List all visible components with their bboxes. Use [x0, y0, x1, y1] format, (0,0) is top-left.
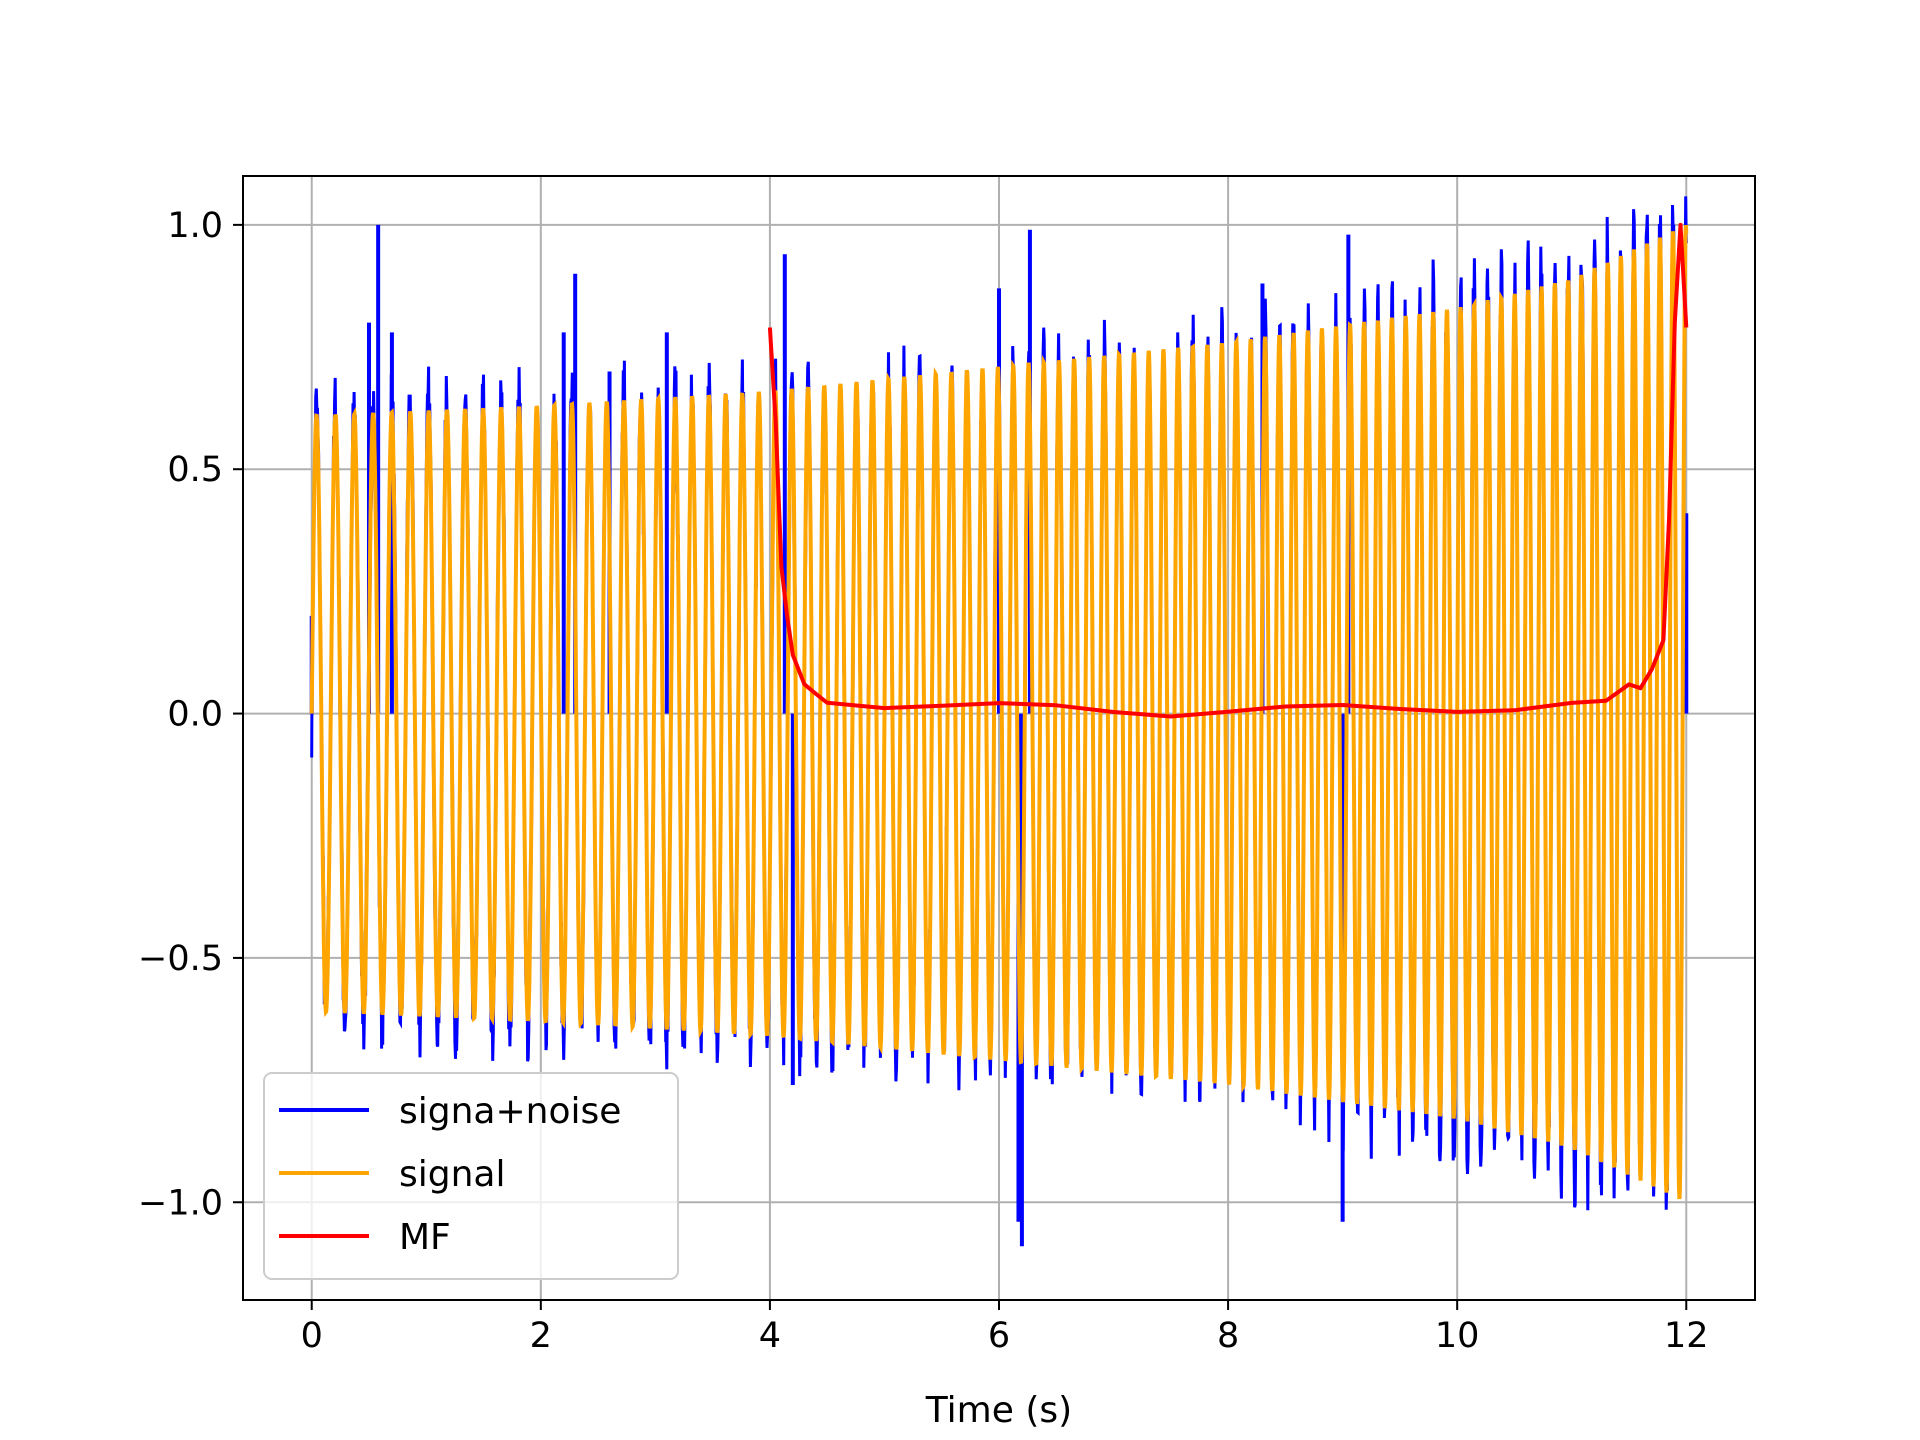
y-tick-label: −1.0: [138, 1183, 223, 1223]
x-tick-label: 10: [1435, 1316, 1480, 1356]
y-tick-label: −0.5: [138, 939, 223, 979]
plot-area: [309, 196, 1689, 1247]
axes-ticks: 0 2 4 6 8 10 12 1.0 0.5 0.0 −0.5 −1.0: [138, 206, 1709, 1356]
x-tick-label: 2: [530, 1316, 552, 1356]
x-tick-label: 0: [301, 1316, 323, 1356]
y-tick-label: 1.0: [167, 206, 223, 246]
series-line-mf: [767, 222, 1689, 719]
y-tick-label: 0.0: [167, 695, 223, 735]
legend-label-mf: MF: [399, 1217, 451, 1258]
legend-box: [263, 1072, 679, 1280]
x-tick-label: 12: [1664, 1316, 1709, 1356]
legend-label-signal: signal: [399, 1154, 506, 1195]
legend: signa+noise signal MF: [263, 1072, 679, 1280]
y-tick-label: 0.5: [167, 450, 223, 490]
x-tick-label: 8: [1217, 1316, 1239, 1356]
x-axis-label: Time (s): [925, 1390, 1072, 1431]
x-tick-label: 4: [759, 1316, 781, 1356]
legend-label-signa-noise: signa+noise: [399, 1091, 621, 1132]
x-tick-label: 6: [988, 1316, 1010, 1356]
